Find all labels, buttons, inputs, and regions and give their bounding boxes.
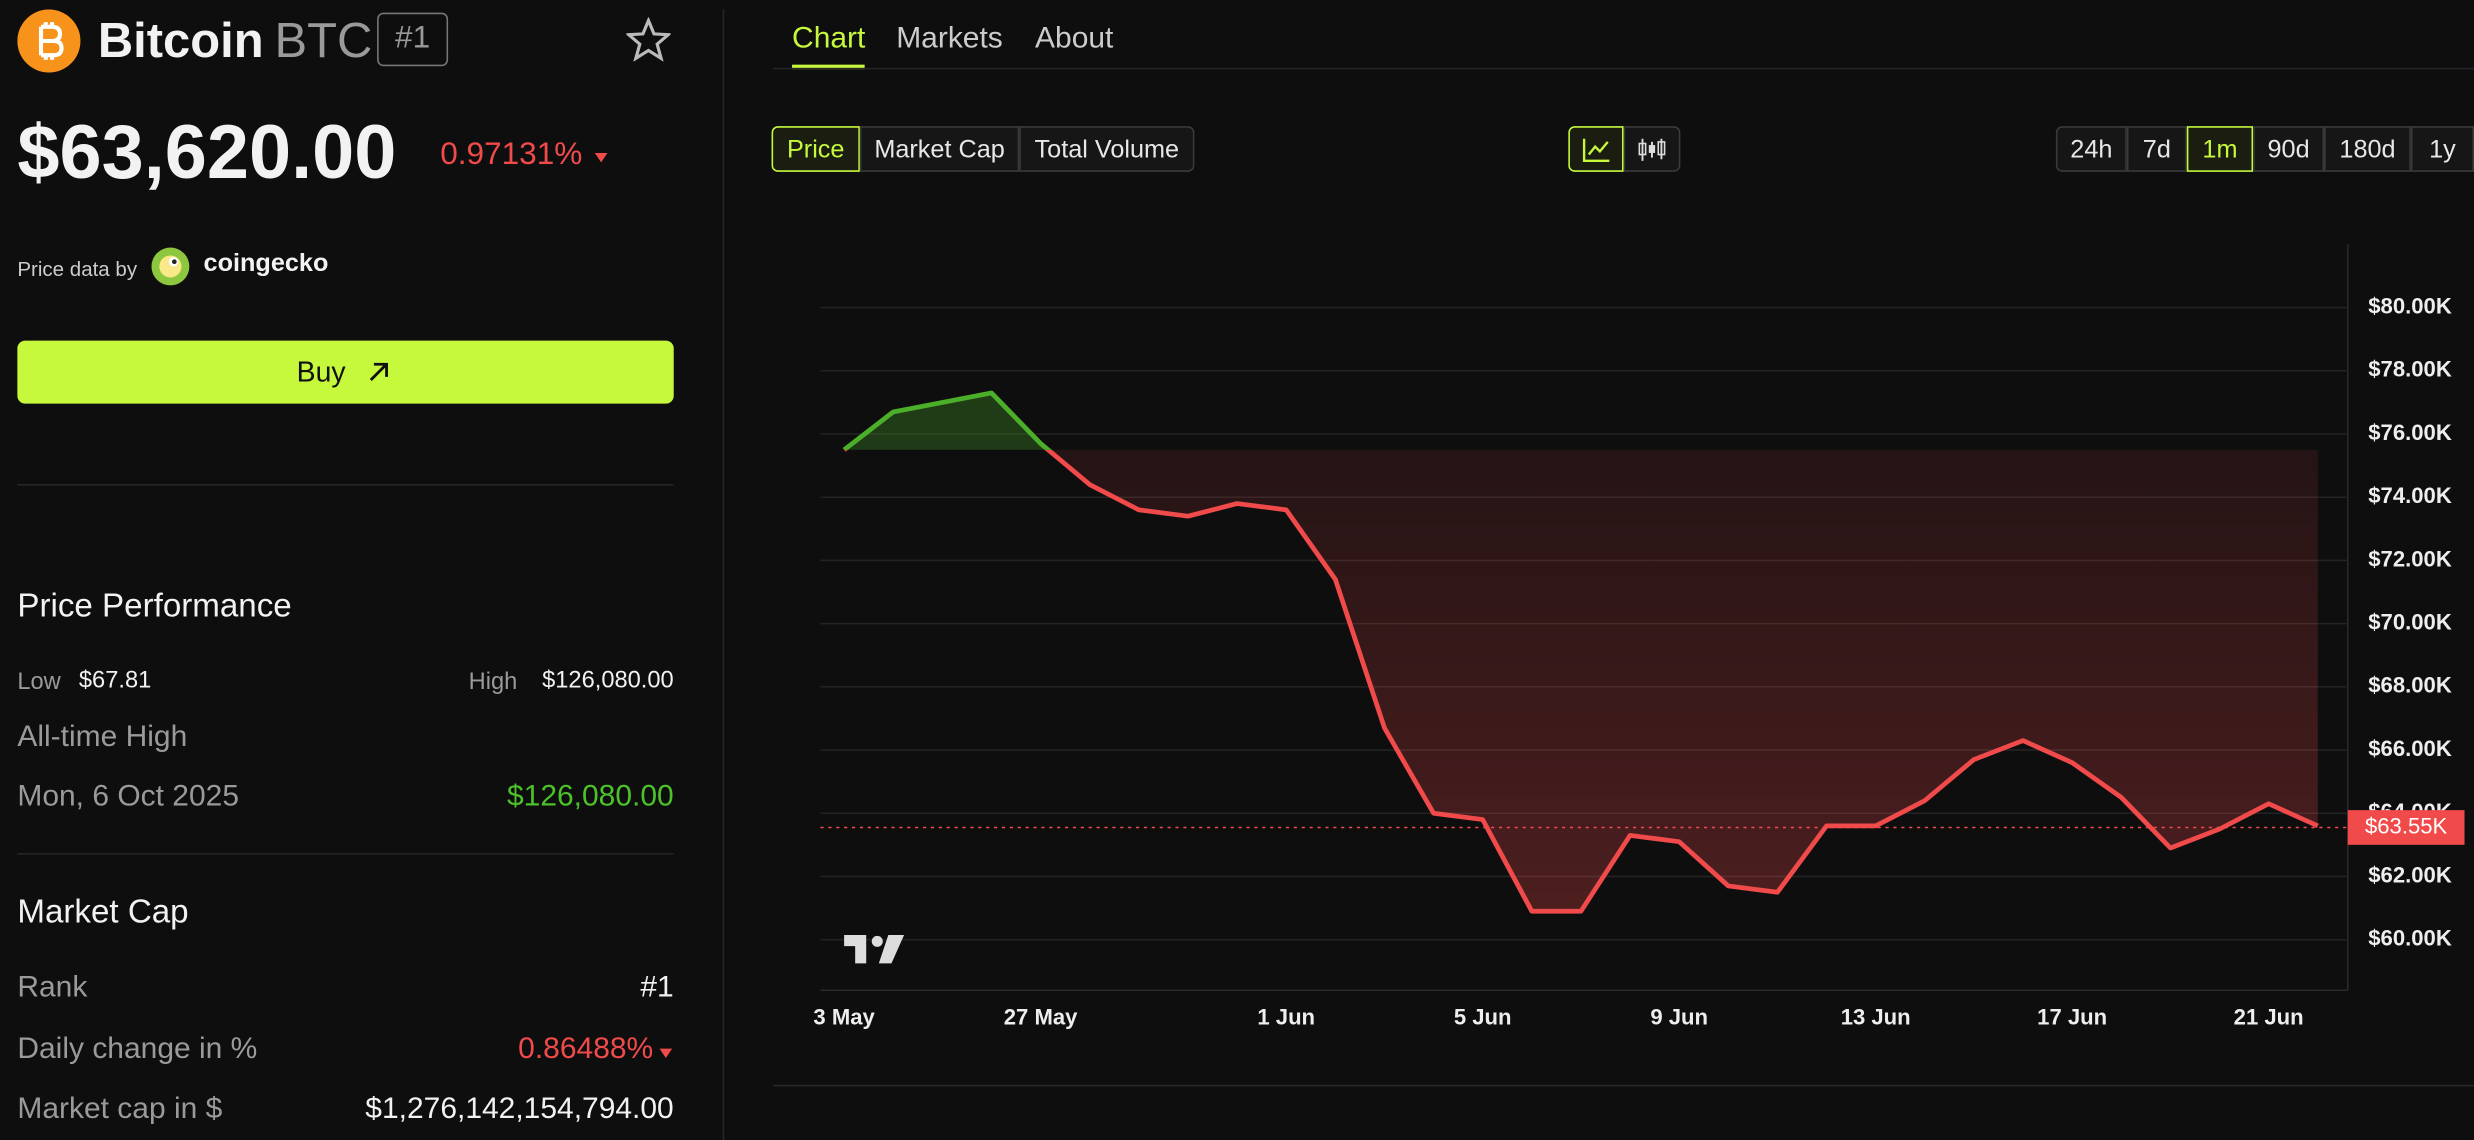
down-arrow	[594, 152, 608, 163]
x-tick-label: 21 Jun	[2234, 1004, 2304, 1029]
buy-button[interactable]: Buy	[17, 340, 674, 404]
row-value: #1	[640, 971, 674, 1005]
range-button[interactable]: 24h	[2055, 126, 2127, 172]
coin-icon	[17, 9, 81, 73]
price-change: 0.97131%	[440, 137, 583, 172]
current-price-box	[2347, 810, 2465, 845]
high-value: $126,080.00	[542, 666, 674, 694]
line-icon	[1582, 138, 1610, 163]
row-value: $1,276,142,154,794.00	[365, 1092, 674, 1126]
attribution-source: coingecko	[203, 250, 329, 278]
metric-button[interactable]: Total Volume	[1019, 126, 1195, 172]
divider	[773, 1084, 2474, 1087]
candle-icon	[1638, 138, 1666, 161]
buy-arrow	[369, 362, 388, 382]
range-button[interactable]: 90d	[2253, 126, 2325, 172]
tab-underline	[792, 64, 865, 70]
row-label: Rank	[17, 971, 88, 1005]
x-tick-label: 3 May	[813, 1004, 875, 1029]
coingecko-logo	[151, 247, 190, 286]
performance-title: Price Performance	[17, 588, 292, 625]
attribution-prefix: Price data by	[17, 257, 138, 281]
ath-value: $126,080.00	[506, 780, 674, 814]
range-button[interactable]: 180d	[2324, 126, 2411, 172]
y-tick-label: $72.00K	[2368, 546, 2452, 571]
metric-button[interactable]: Price	[771, 126, 860, 172]
divider	[773, 67, 2474, 70]
x-tick-label: 1 Jun	[1257, 1004, 1315, 1029]
down-arrow	[659, 1048, 673, 1059]
area-down	[1048, 449, 2318, 912]
market-cap-title: Market Cap	[17, 894, 189, 931]
coin-symbol: BTC	[274, 12, 373, 68]
divider	[17, 853, 674, 855]
x-tick-label: 9 Jun	[1650, 1004, 1708, 1029]
panel-divider	[722, 9, 725, 1140]
divider	[17, 484, 674, 486]
ath-date: Mon, 6 Oct 2025	[17, 780, 239, 814]
y-tick-label: $60.00K	[2368, 925, 2452, 950]
price-line-down	[844, 449, 2319, 914]
tab[interactable]: Chart	[792, 22, 866, 56]
metric-button[interactable]: Market Cap	[859, 126, 1020, 172]
tab[interactable]: About	[1035, 22, 1114, 56]
y-tick-label: $70.00K	[2368, 609, 2452, 634]
range-button[interactable]: 1m	[2186, 126, 2254, 172]
tradingview-logo	[844, 935, 905, 964]
ath-label: All-time High	[17, 720, 188, 754]
coin-price: $63,620.00	[17, 111, 397, 196]
range-button[interactable]: 1y	[2410, 126, 2474, 172]
tab[interactable]: Markets	[896, 22, 1003, 56]
current-price-label: $63.55K	[2365, 813, 2448, 838]
x-tick-label: 5 Jun	[1454, 1004, 1512, 1029]
high-label: High	[468, 668, 518, 696]
y-tick-label: $68.00K	[2368, 673, 2452, 698]
line-chart-button[interactable]	[1568, 126, 1624, 172]
low-label: Low	[17, 668, 61, 696]
row-value: 0.86488%	[518, 1032, 654, 1066]
low-value: $67.81	[78, 666, 152, 694]
range-button[interactable]: 7d	[2126, 126, 2187, 172]
row-label: Daily change in %	[17, 1032, 258, 1066]
x-tick-label: 13 Jun	[1841, 1004, 1911, 1029]
x-tick-label: 17 Jun	[2037, 1004, 2107, 1029]
y-tick-label: $74.00K	[2368, 483, 2452, 508]
coin-rank: #1	[377, 12, 449, 67]
area-up	[844, 392, 2318, 450]
candle-chart-button[interactable]	[1623, 126, 1681, 172]
buy-label: Buy	[296, 356, 346, 388]
favorite-star[interactable]	[626, 17, 671, 62]
y-tick-label: $80.00K	[2368, 293, 2452, 318]
row-label: Market cap in $	[17, 1092, 223, 1126]
coin-name: Bitcoin	[97, 12, 264, 68]
y-tick-label: $62.00K	[2368, 862, 2452, 887]
y-tick-label: $66.00K	[2368, 736, 2452, 761]
y-tick-label: $78.00K	[2368, 357, 2452, 382]
y-tick-label: $76.00K	[2368, 420, 2452, 445]
x-tick-label: 27 May	[1004, 1004, 1078, 1029]
